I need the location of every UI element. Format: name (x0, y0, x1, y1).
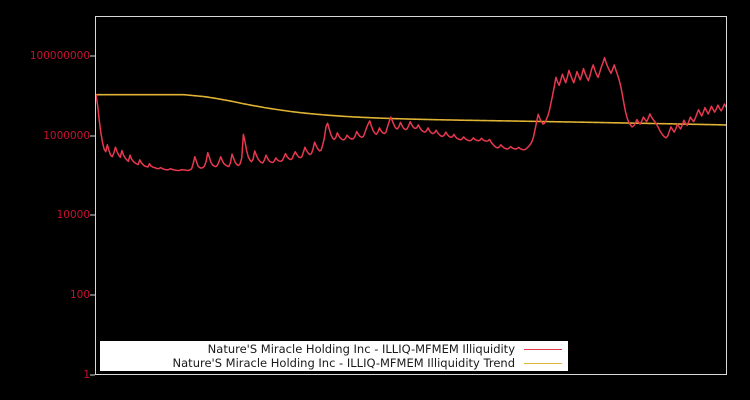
legend-label-illiquidity-trend: Nature'S Miracle Holding Inc - ILLIQ-MFM… (172, 356, 515, 370)
y-axis-tick-mark (90, 214, 95, 216)
y-axis-tick-mark (90, 135, 95, 137)
plot-area (95, 16, 727, 375)
legend-item-illiquidity: Nature'S Miracle Holding Inc - ILLIQ-MFM… (100, 342, 564, 356)
y-axis-tick-mark (90, 55, 95, 57)
y-axis-tick-mark (90, 294, 95, 296)
legend-label-illiquidity: Nature'S Miracle Holding Inc - ILLIQ-MFM… (207, 342, 515, 356)
y-axis-tick-label: 100 (69, 289, 90, 302)
trend-line (96, 93, 726, 126)
y-axis-tick-labels: 1 100 10000 1000000 100000000 (0, 0, 95, 400)
legend-swatch-illiquidity (524, 348, 562, 350)
y-axis-tick-mark (90, 374, 95, 376)
illiquidity-line (96, 56, 726, 172)
y-axis-tick-label: 1 (83, 369, 90, 381)
y-axis-tick-label: 1000000 (43, 129, 90, 142)
legend-swatch-illiquidity-trend (524, 362, 562, 364)
legend-item-illiquidity-trend: Nature'S Miracle Holding Inc - ILLIQ-MFM… (100, 356, 564, 370)
y-axis-tick-label: 100000000 (29, 49, 90, 62)
plot-svg (96, 56, 726, 172)
chart-legend: Nature'S Miracle Holding Inc - ILLIQ-MFM… (100, 341, 568, 371)
y-axis-tick-label: 10000 (56, 209, 90, 222)
